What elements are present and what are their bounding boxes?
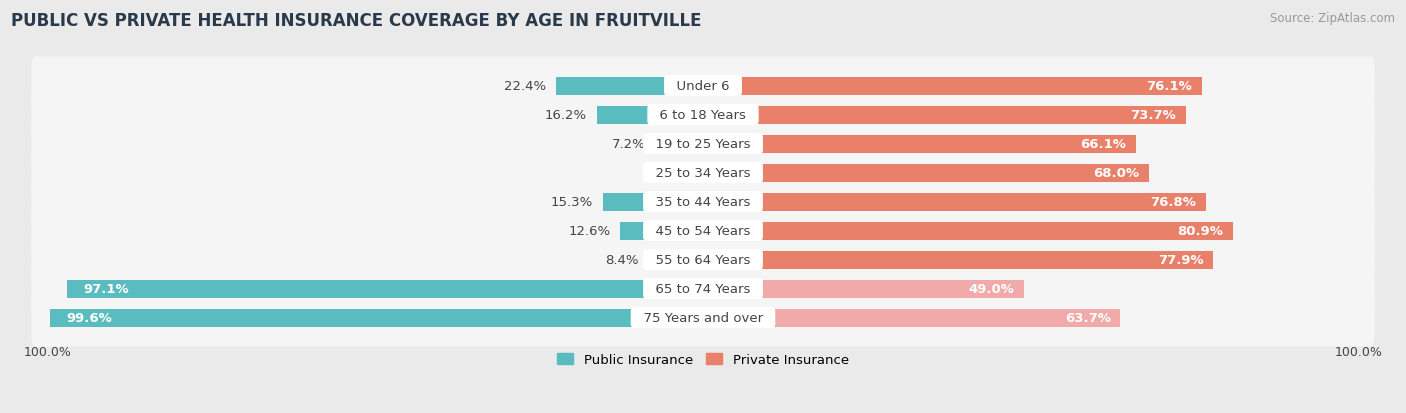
Text: 97.1%: 97.1%: [83, 282, 129, 295]
Text: 35 to 44 Years: 35 to 44 Years: [647, 195, 759, 209]
Bar: [703, 164, 1149, 182]
Bar: [703, 193, 1206, 211]
Bar: [688, 164, 703, 182]
Text: 76.1%: 76.1%: [1146, 80, 1192, 93]
Text: 12.6%: 12.6%: [568, 225, 610, 237]
Legend: Public Insurance, Private Insurance: Public Insurance, Private Insurance: [553, 348, 853, 371]
Text: 55 to 64 Years: 55 to 64 Years: [647, 254, 759, 266]
Text: 65 to 74 Years: 65 to 74 Years: [647, 282, 759, 295]
Text: 22.4%: 22.4%: [505, 80, 547, 93]
Bar: [703, 106, 1185, 124]
Text: 68.0%: 68.0%: [1092, 166, 1139, 180]
Bar: [703, 280, 1024, 298]
Text: 99.6%: 99.6%: [66, 311, 112, 324]
Text: 25 to 34 Years: 25 to 34 Years: [647, 166, 759, 180]
Bar: [703, 222, 1233, 240]
Text: PUBLIC VS PRIVATE HEALTH INSURANCE COVERAGE BY AGE IN FRUITVILLE: PUBLIC VS PRIVATE HEALTH INSURANCE COVER…: [11, 12, 702, 30]
Bar: [703, 251, 1213, 269]
Text: 73.7%: 73.7%: [1130, 109, 1175, 122]
Bar: [655, 135, 703, 153]
Bar: [703, 77, 1202, 95]
Text: 16.2%: 16.2%: [546, 109, 588, 122]
FancyBboxPatch shape: [31, 86, 1375, 144]
FancyBboxPatch shape: [31, 202, 1375, 260]
Text: 6 to 18 Years: 6 to 18 Years: [651, 109, 755, 122]
Text: 45 to 54 Years: 45 to 54 Years: [647, 225, 759, 237]
Text: 7.2%: 7.2%: [612, 138, 645, 151]
FancyBboxPatch shape: [31, 231, 1375, 289]
FancyBboxPatch shape: [31, 260, 1375, 318]
Bar: [557, 77, 703, 95]
Bar: [51, 309, 703, 327]
Text: Under 6: Under 6: [668, 80, 738, 93]
FancyBboxPatch shape: [31, 57, 1375, 115]
Text: 8.4%: 8.4%: [605, 254, 638, 266]
FancyBboxPatch shape: [31, 115, 1375, 173]
Text: 75 Years and over: 75 Years and over: [634, 311, 772, 324]
Text: 49.0%: 49.0%: [969, 282, 1014, 295]
FancyBboxPatch shape: [31, 289, 1375, 347]
Bar: [598, 106, 703, 124]
Bar: [703, 309, 1121, 327]
Text: 80.9%: 80.9%: [1177, 225, 1223, 237]
FancyBboxPatch shape: [31, 173, 1375, 231]
Text: 66.1%: 66.1%: [1080, 138, 1126, 151]
Text: 63.7%: 63.7%: [1064, 311, 1111, 324]
Bar: [620, 222, 703, 240]
Text: Source: ZipAtlas.com: Source: ZipAtlas.com: [1270, 12, 1395, 25]
FancyBboxPatch shape: [31, 144, 1375, 202]
Bar: [603, 193, 703, 211]
Bar: [648, 251, 703, 269]
Text: 15.3%: 15.3%: [551, 195, 593, 209]
Text: 77.9%: 77.9%: [1159, 254, 1204, 266]
Text: 76.8%: 76.8%: [1150, 195, 1197, 209]
Text: 2.3%: 2.3%: [644, 166, 678, 180]
Text: 19 to 25 Years: 19 to 25 Years: [647, 138, 759, 151]
Bar: [66, 280, 703, 298]
Bar: [703, 135, 1136, 153]
